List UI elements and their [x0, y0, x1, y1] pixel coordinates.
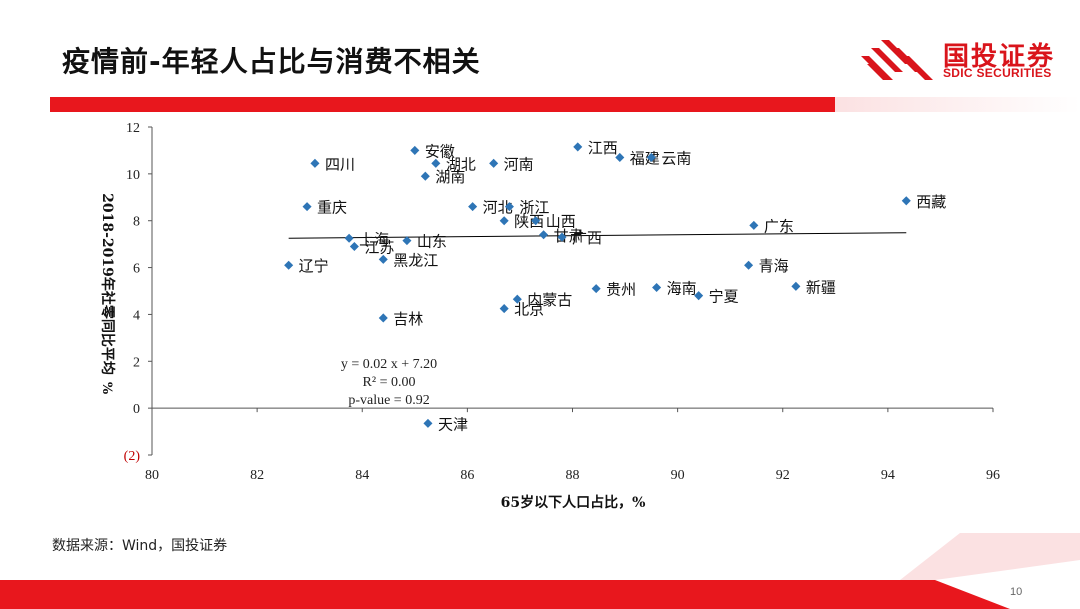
data-point-label: 吉林: [393, 310, 423, 328]
data-point: [744, 260, 754, 270]
y-tick-label: 2: [133, 355, 140, 370]
logo-stripes-icon: [861, 40, 933, 80]
data-point: [431, 158, 441, 168]
title-accent-fade: [835, 97, 1080, 112]
data-point: [378, 313, 388, 323]
data-point-label: 江苏: [364, 238, 394, 256]
data-point-label: 浙江: [519, 199, 549, 217]
y-tick-label: 8: [133, 215, 140, 230]
data-point: [489, 158, 499, 168]
company-logo: 国投证券 SDIC SECURITIES: [857, 36, 1062, 86]
data-point-label: 辽宁: [299, 257, 329, 275]
data-point-label: 宁夏: [709, 288, 739, 306]
y-tick-label: (2): [124, 449, 141, 464]
x-tick-label: 94: [881, 468, 895, 483]
data-point-label: 新疆: [806, 278, 836, 296]
data-point: [420, 171, 430, 181]
page-number: 10: [1010, 586, 1023, 598]
data-point-label: 重庆: [317, 199, 347, 217]
data-point: [410, 145, 420, 155]
x-tick-label: 84: [355, 468, 369, 483]
data-point-label: 江西: [588, 139, 618, 157]
p-value-label: p-value = 0.92: [348, 393, 429, 408]
data-point: [344, 233, 354, 243]
data-point-label: 海南: [667, 279, 697, 297]
data-point: [423, 418, 433, 428]
data-point-label: 四川: [325, 155, 355, 173]
data-point-label: 山西: [546, 213, 576, 231]
regression-annotation: y = 0.02 x + 7.20 R² = 0.00 p-value = 0.…: [341, 357, 437, 408]
logo-subtitle: SDIC SECURITIES: [943, 66, 1052, 80]
data-point: [302, 202, 312, 212]
data-point: [499, 304, 509, 314]
x-tick-label: 88: [566, 468, 580, 483]
data-point-label: 安徽: [425, 142, 455, 160]
data-point-label: 广东: [764, 217, 794, 235]
data-point-label: 天津: [438, 415, 468, 433]
data-point-label: 贵州: [606, 281, 636, 299]
data-point: [310, 158, 320, 168]
x-tick-label: 82: [250, 468, 264, 483]
page-title: 疫情前-年轻人占比与消费不相关: [62, 45, 481, 78]
x-tick-label: 80: [145, 468, 159, 483]
regression-equation: y = 0.02 x + 7.20: [341, 357, 437, 372]
data-point-label: 北京: [514, 301, 544, 319]
trend-line: [288, 232, 907, 239]
data-point-label: 黑龙江: [393, 251, 438, 269]
x-tick-label: 86: [460, 468, 474, 483]
data-point-label: 青海: [759, 257, 789, 275]
data-point-label: 湖南: [435, 168, 465, 186]
data-point: [749, 220, 759, 230]
data-point-label: 云南: [661, 149, 691, 167]
x-axis-label: 65岁以下人口占比，%: [501, 494, 646, 511]
data-point: [504, 202, 514, 212]
data-point-label: 上海: [359, 230, 389, 248]
data-point-label: 福建: [630, 149, 660, 167]
data-point: [468, 202, 478, 212]
data-source-note: 数据来源：Wind，国投证券: [52, 538, 228, 554]
data-point: [284, 260, 294, 270]
data-point-label: 山东: [417, 233, 447, 251]
data-point-label: 河北: [483, 199, 513, 217]
data-point: [573, 142, 583, 152]
data-point-label: 内蒙古: [527, 291, 572, 309]
data-point: [349, 241, 359, 252]
y-tick-label: 6: [133, 262, 140, 277]
data-point-label: 湖北: [446, 155, 476, 173]
data-point: [694, 291, 704, 301]
data-point-label: 河南: [504, 155, 534, 173]
data-point: [539, 230, 549, 240]
y-tick-label: 12: [126, 121, 140, 136]
data-point: [901, 196, 911, 206]
x-tick-label: 96: [986, 468, 1000, 483]
r-squared-label: R² = 0.00: [363, 375, 416, 390]
data-point-label: 广西: [572, 229, 602, 247]
data-point-label: 陕西: [514, 213, 544, 231]
data-point: [591, 284, 601, 294]
y-tick-label: 10: [126, 168, 140, 183]
data-point: [499, 216, 509, 226]
y-tick-label: 0: [133, 402, 140, 417]
y-axis-unit: %: [99, 382, 114, 395]
data-point: [652, 282, 662, 293]
logo-name: 国投证券: [943, 42, 1056, 72]
y-tick-label: 4: [133, 308, 140, 323]
data-point-label: 西藏: [916, 193, 946, 211]
title-accent-bar: [50, 97, 835, 112]
data-point: [791, 281, 801, 291]
y-axis-label: 2018-2019年社零同比平均: [99, 193, 116, 375]
x-tick-label: 90: [671, 468, 685, 483]
x-tick-label: 92: [776, 468, 790, 483]
